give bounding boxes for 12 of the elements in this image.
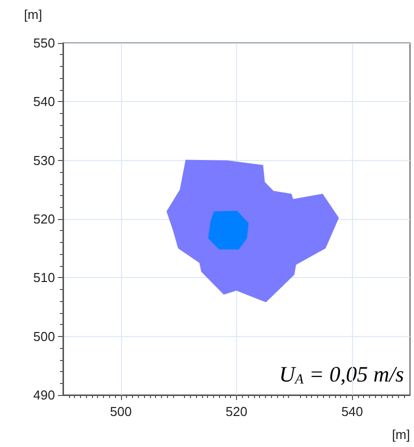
x-axis-title: [m] xyxy=(392,427,410,442)
y-tick-label: 510 xyxy=(33,270,55,286)
y-tick-label: 500 xyxy=(33,328,55,344)
y-tick-label: 490 xyxy=(33,388,55,402)
y-tick-label: 540 xyxy=(33,94,55,110)
y-axis-title: [m] xyxy=(24,7,42,22)
x-tick-label: 540 xyxy=(341,404,364,419)
y-tick-label: 520 xyxy=(33,212,55,226)
x-tick-label: 520 xyxy=(226,404,248,419)
x-tick-label: 500 xyxy=(110,404,132,419)
y-tick-label: 530 xyxy=(33,152,55,168)
y-tick-label: 550 xyxy=(33,36,55,50)
